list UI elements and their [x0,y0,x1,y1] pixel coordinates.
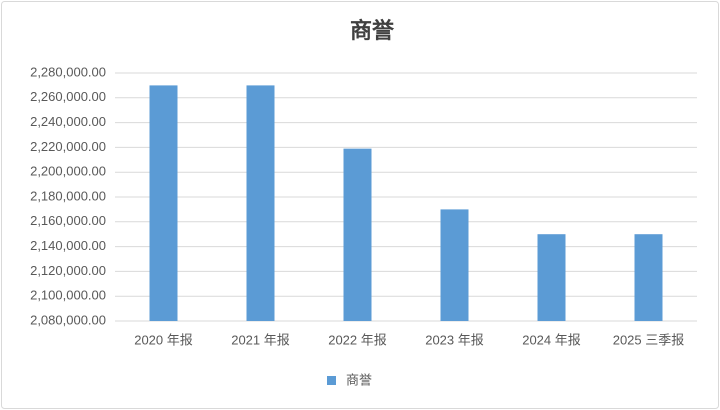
y-tick-label: 2,080,000.00 [30,312,106,327]
bar [440,209,469,321]
y-tick-label: 2,220,000.00 [30,139,106,154]
x-tick-label: 2025 三季报 [613,332,685,347]
y-tick-label: 2,120,000.00 [30,263,106,278]
y-tick-label: 2,280,000.00 [30,64,106,79]
y-tick-label: 2,200,000.00 [30,164,106,179]
x-tick-label: 2021 年报 [231,332,290,347]
y-tick-label: 2,100,000.00 [30,288,106,303]
x-tick-label: 2020 年报 [134,332,193,347]
chart-title: 商誉 [350,18,395,43]
y-tick-label: 2,260,000.00 [30,89,106,104]
legend-swatch [327,376,336,385]
y-tick-label: 2,160,000.00 [30,213,106,228]
x-tick-label: 2022 年报 [328,332,387,347]
legend-label: 商誉 [346,372,372,387]
y-tick-label: 2,140,000.00 [30,238,106,253]
bar [149,85,178,322]
bar [246,85,275,322]
bar [634,234,663,321]
x-tick-label: 2023 年报 [425,332,484,347]
y-tick-label: 2,180,000.00 [30,188,106,203]
bar [537,234,566,321]
x-tick-label: 2024 年报 [522,332,581,347]
bar [343,148,372,321]
y-tick-label: 2,240,000.00 [30,114,106,129]
